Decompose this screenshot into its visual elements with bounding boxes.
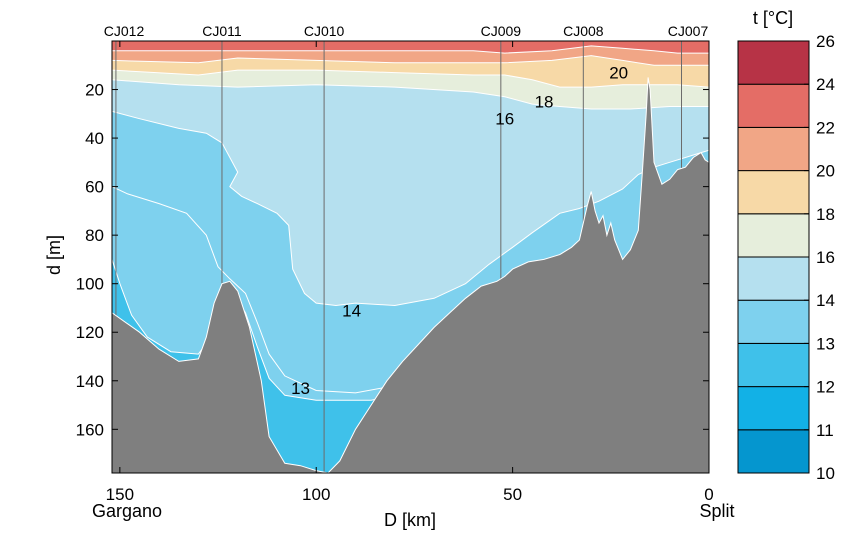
station-label-cj010: CJ010	[304, 23, 345, 39]
isotherm-lines	[112, 45, 709, 401]
plot-frame	[111, 40, 710, 474]
y-tick-label: 120	[76, 323, 104, 342]
y-axis-label: d [m]	[44, 235, 64, 275]
endpoint-label-split: Split	[699, 501, 734, 521]
station-labels: CJ012 CJ011 CJ010 CJ009 CJ008 CJ007	[104, 23, 709, 39]
colorbar-swatch-20	[737, 126, 810, 172]
colorbar-tick-label: 26	[816, 32, 835, 51]
x-tick-label: 100	[302, 485, 330, 504]
colorbar-tick-label: 12	[816, 378, 835, 397]
isotherm-t16	[112, 79, 709, 110]
endpoint-label-gargano: Gargano	[92, 501, 162, 521]
band-14-16	[112, 41, 709, 306]
colorbar-tick-label: 18	[816, 205, 835, 224]
colorbar-swatch-14	[737, 256, 810, 301]
isotherm-t14	[112, 110, 709, 307]
y-tick-label: 40	[85, 129, 104, 148]
x-axis: 150 100 50 0	[106, 41, 714, 504]
colorbar-tick-label: 10	[816, 464, 835, 483]
colorbar-tick-label: 14	[816, 291, 835, 310]
colorbar-tick-label: 11	[816, 421, 834, 440]
y-tick-label: 80	[85, 226, 104, 245]
x-tick-label: 50	[503, 485, 522, 504]
colorbar-title: t [°C]	[753, 8, 793, 28]
y-tick-label: 60	[85, 178, 104, 197]
y-tick-label: 20	[85, 81, 104, 100]
isotherm-t20	[112, 55, 709, 66]
colorbar: 10 11 12 13 14 16 18 20 22 24 26	[737, 32, 835, 483]
colorbar-swatch-16	[737, 213, 810, 258]
isotherm-t22	[112, 45, 709, 54]
contour-label-13: 13	[291, 379, 310, 398]
colorbar-tick-label: 13	[816, 334, 835, 353]
y-tick-label: 140	[76, 372, 104, 391]
seabed-bathymetry	[112, 77, 709, 473]
y-tick-label: 100	[76, 275, 104, 294]
colorbar-swatch-18	[737, 170, 810, 215]
x-axis-label: D [km]	[384, 510, 436, 530]
colorbar-tick-label: 16	[816, 248, 835, 267]
band-22-24	[112, 41, 709, 54]
colorbar-tick-label: 22	[816, 118, 835, 137]
x-tick-label: 150	[106, 485, 134, 504]
colorbar-swatch-22	[737, 83, 810, 128]
station-label-cj007: CJ007	[668, 23, 709, 39]
y-axis: 20 40 60 80 100 120 140 160	[76, 81, 709, 439]
y-tick-label: 160	[76, 420, 104, 439]
x-tick-label: 0	[704, 485, 713, 504]
contour-label-16: 16	[495, 110, 514, 129]
colorbar-swatch-24	[737, 40, 810, 85]
colorbar-swatch-12	[737, 342, 810, 388]
colorbar-swatch-11	[737, 386, 810, 431]
station-label-cj011: CJ011	[202, 23, 242, 39]
colorbar-tick-label: 20	[816, 162, 835, 181]
contour-label-18: 18	[535, 93, 554, 112]
isotherm-t18	[112, 69, 709, 88]
station-label-cj009: CJ009	[481, 23, 522, 39]
contour-label-14: 14	[342, 301, 361, 320]
station-label-cj008: CJ008	[563, 23, 604, 39]
colorbar-tick-label: 24	[816, 75, 835, 94]
contour-labels: 20 18 16 14 13	[291, 64, 628, 399]
contour-label-20: 20	[609, 64, 628, 83]
station-label-cj012: CJ012	[104, 23, 145, 39]
colorbar-swatch-13	[737, 299, 810, 344]
colorbar-swatch-10	[737, 429, 810, 474]
